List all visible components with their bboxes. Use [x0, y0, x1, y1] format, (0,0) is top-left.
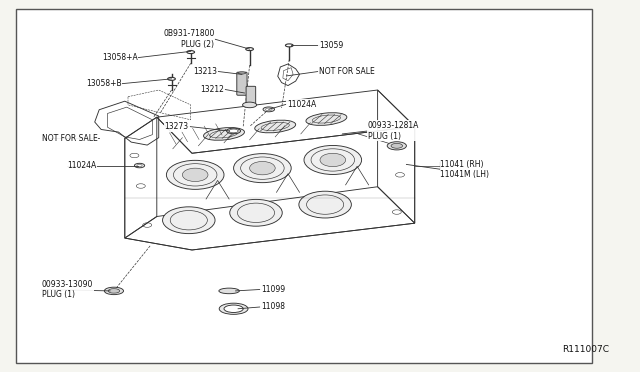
Ellipse shape	[320, 153, 346, 167]
FancyBboxPatch shape	[237, 72, 247, 95]
Text: NOT FOR SALE: NOT FOR SALE	[319, 67, 374, 76]
Text: 0B931-71800
PLUG (2): 0B931-71800 PLUG (2)	[163, 29, 214, 49]
Ellipse shape	[306, 113, 347, 125]
Text: 11024A: 11024A	[287, 100, 316, 109]
Ellipse shape	[134, 163, 145, 168]
Ellipse shape	[163, 207, 215, 234]
Ellipse shape	[391, 143, 403, 148]
Ellipse shape	[166, 160, 224, 189]
Ellipse shape	[243, 102, 257, 108]
Text: 00933-1281A
PLUG (1): 00933-1281A PLUG (1)	[368, 121, 419, 141]
Text: 13058+B: 13058+B	[86, 79, 122, 88]
Ellipse shape	[299, 191, 351, 218]
Text: 11098: 11098	[261, 302, 285, 311]
Text: 13273: 13273	[164, 122, 189, 131]
Ellipse shape	[387, 142, 406, 150]
Ellipse shape	[255, 120, 296, 133]
Text: NOT FOR SALE: NOT FOR SALE	[42, 134, 97, 143]
Ellipse shape	[219, 288, 239, 294]
Ellipse shape	[224, 305, 243, 312]
Ellipse shape	[108, 289, 120, 293]
Ellipse shape	[266, 108, 272, 111]
Text: 00933-13090
PLUG (1): 00933-13090 PLUG (1)	[42, 280, 93, 299]
Ellipse shape	[263, 107, 275, 112]
Ellipse shape	[238, 72, 246, 74]
Text: R111007C: R111007C	[563, 345, 609, 354]
Ellipse shape	[304, 145, 362, 174]
Ellipse shape	[227, 128, 241, 134]
Text: 13059: 13059	[319, 41, 343, 50]
Ellipse shape	[234, 154, 291, 183]
Text: 13058+A: 13058+A	[102, 53, 138, 62]
Text: 11099: 11099	[261, 285, 285, 294]
Text: 13213: 13213	[194, 67, 218, 76]
Ellipse shape	[285, 44, 293, 47]
Ellipse shape	[219, 303, 248, 314]
FancyBboxPatch shape	[246, 86, 256, 106]
Ellipse shape	[229, 129, 238, 133]
Ellipse shape	[250, 161, 275, 175]
Text: 11041 (RH)
11041M (LH): 11041 (RH) 11041M (LH)	[440, 160, 490, 179]
Ellipse shape	[137, 164, 142, 167]
Ellipse shape	[230, 199, 282, 226]
Ellipse shape	[187, 51, 195, 54]
Ellipse shape	[104, 287, 124, 295]
Text: 13212: 13212	[200, 85, 224, 94]
Text: 11024A: 11024A	[67, 161, 97, 170]
Ellipse shape	[182, 168, 208, 182]
Ellipse shape	[246, 48, 253, 51]
Ellipse shape	[168, 77, 175, 80]
Ellipse shape	[204, 128, 244, 140]
